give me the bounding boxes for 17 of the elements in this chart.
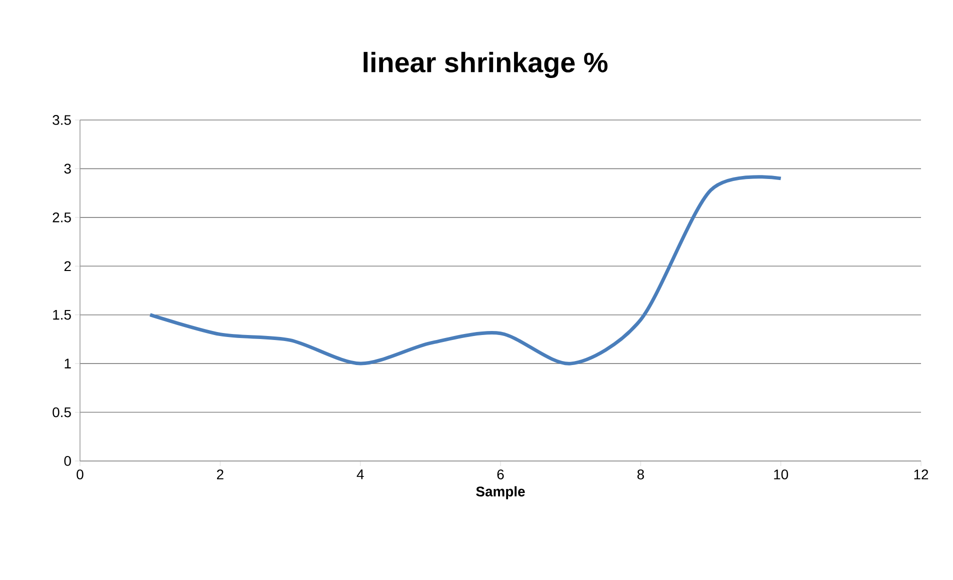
y-tick-label: 1.5: [53, 310, 71, 320]
x-tick-label: 0: [76, 469, 84, 480]
x-axis-title: Sample: [476, 486, 525, 500]
y-tick-label: 3.5: [52, 115, 71, 125]
y-tick-label: 0: [64, 456, 71, 466]
y-tick-label: 2: [64, 261, 71, 271]
y-tick-label: 3: [64, 164, 71, 174]
x-tick-label: 10: [774, 469, 788, 480]
x-tick-label: 4: [356, 470, 364, 480]
y-tick-label: 1: [64, 358, 71, 368]
y-tick-label: 0.5: [52, 407, 71, 418]
x-tick-label: 6: [497, 469, 504, 480]
x-tick-label: 2: [217, 469, 224, 480]
x-tick-label: 12: [914, 469, 928, 480]
y-tick-label: 2.5: [52, 212, 71, 222]
x-tick-label: 8: [637, 469, 644, 480]
chart-title: linear shrinkage %: [364, 52, 608, 78]
